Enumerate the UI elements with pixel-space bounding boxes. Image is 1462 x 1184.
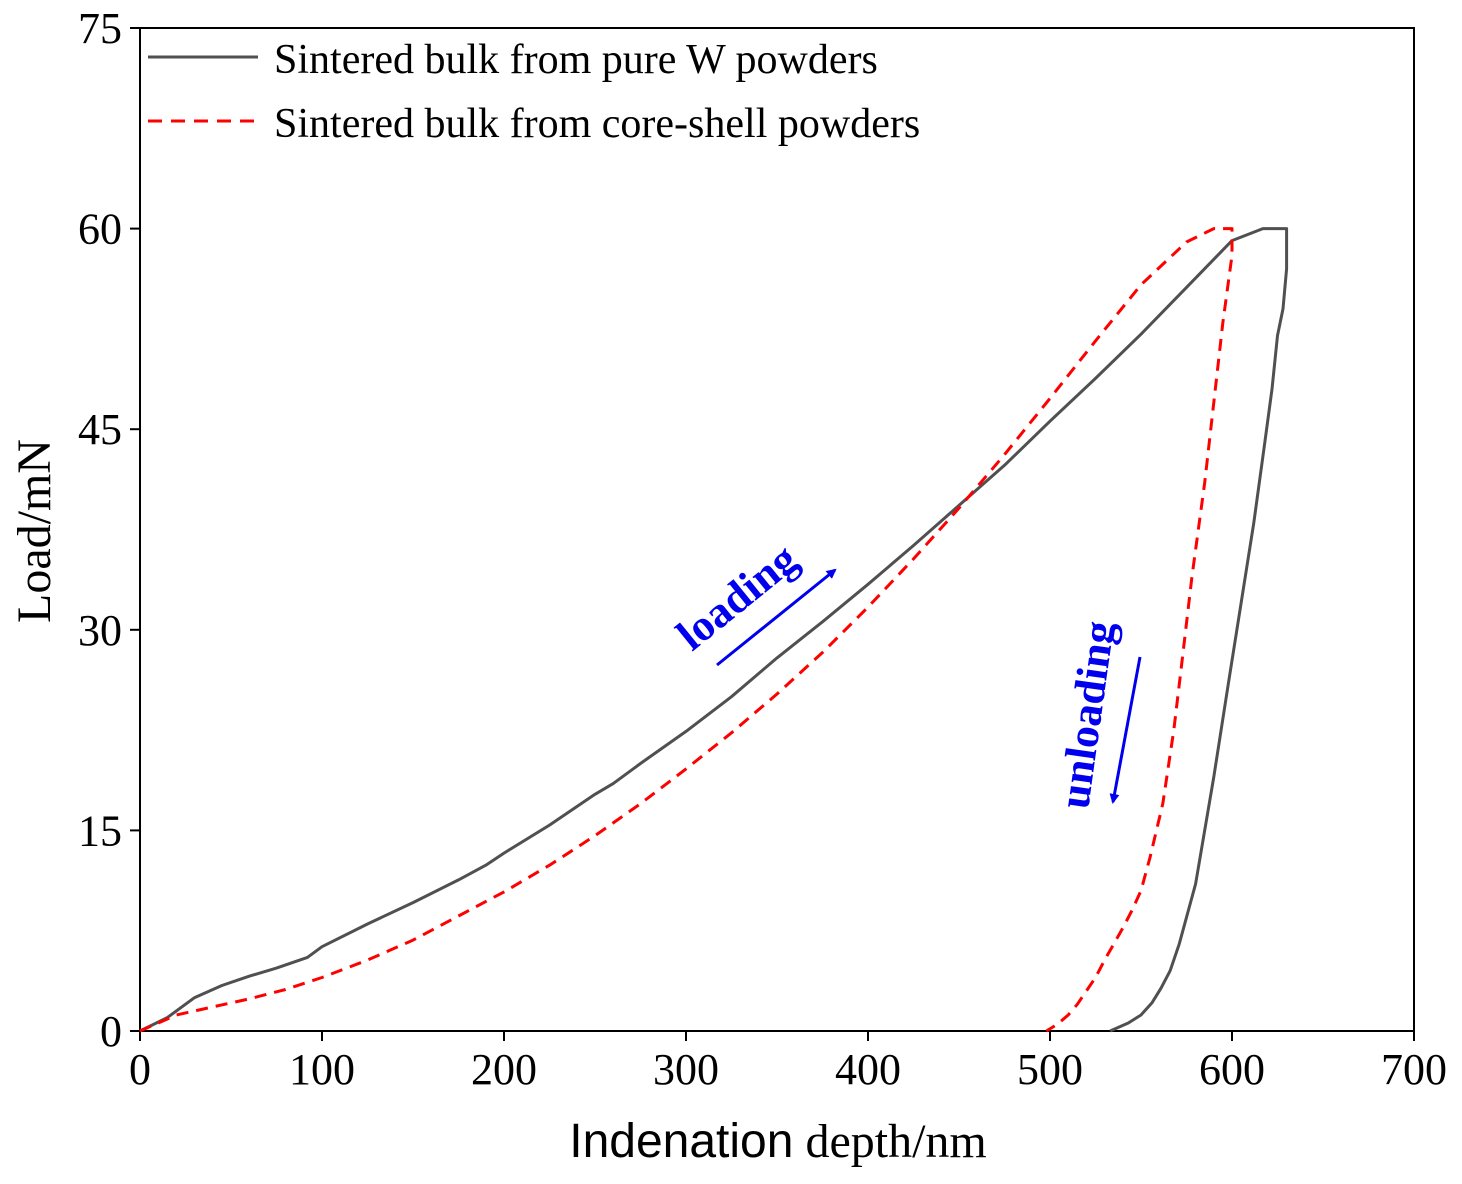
series-line-core-shell (139, 227, 1234, 1033)
y-axis-title: Load/mN (8, 439, 61, 623)
y-tick-label: 60 (78, 205, 122, 254)
x-tick-label: 100 (289, 1045, 355, 1094)
x-tick-label: 300 (653, 1045, 719, 1094)
x-tick-label: 200 (471, 1045, 537, 1094)
plot-area (139, 27, 1415, 1032)
x-axis-title: Indenation depth/nm (569, 1115, 987, 1168)
x-tick-label: 600 (1199, 1045, 1265, 1094)
y-tick-label: 75 (78, 4, 122, 53)
y-tick-label: 0 (100, 1007, 122, 1056)
y-axis: 0 15 30 45 60 75 (78, 4, 140, 1056)
plot-border (139, 27, 1415, 1032)
x-axis: 0 100 200 300 400 500 600 700 (129, 1031, 1447, 1094)
legend: Sintered bulk from pure W powders Sinter… (148, 37, 920, 147)
x-tick-label: 700 (1381, 1045, 1447, 1094)
legend-label-pure-w: Sintered bulk from pure W powders (274, 37, 878, 83)
unloading-label: unloading (1049, 618, 1124, 811)
loading-label: loading (667, 534, 806, 660)
loading-annotation: loading (667, 534, 837, 667)
y-tick-label: 15 (78, 806, 122, 855)
loading-arrow (716, 568, 837, 667)
series-line-pure-w (139, 227, 1289, 1033)
x-axis-title-part1: Indenation (569, 1115, 793, 1168)
x-axis-title-part2: depth/nm (793, 1115, 986, 1168)
y-tick-label: 45 (78, 405, 122, 454)
x-tick-label: 400 (835, 1045, 901, 1094)
y-tick-label: 30 (78, 606, 122, 655)
series-layer (139, 227, 1289, 1033)
unloading-annotation: unloading (1049, 618, 1142, 811)
legend-label-core-shell: Sintered bulk from core-shell powders (274, 101, 920, 147)
unloading-arrow (1109, 656, 1142, 804)
x-tick-label: 0 (129, 1045, 151, 1094)
x-tick-label: 500 (1017, 1045, 1083, 1094)
